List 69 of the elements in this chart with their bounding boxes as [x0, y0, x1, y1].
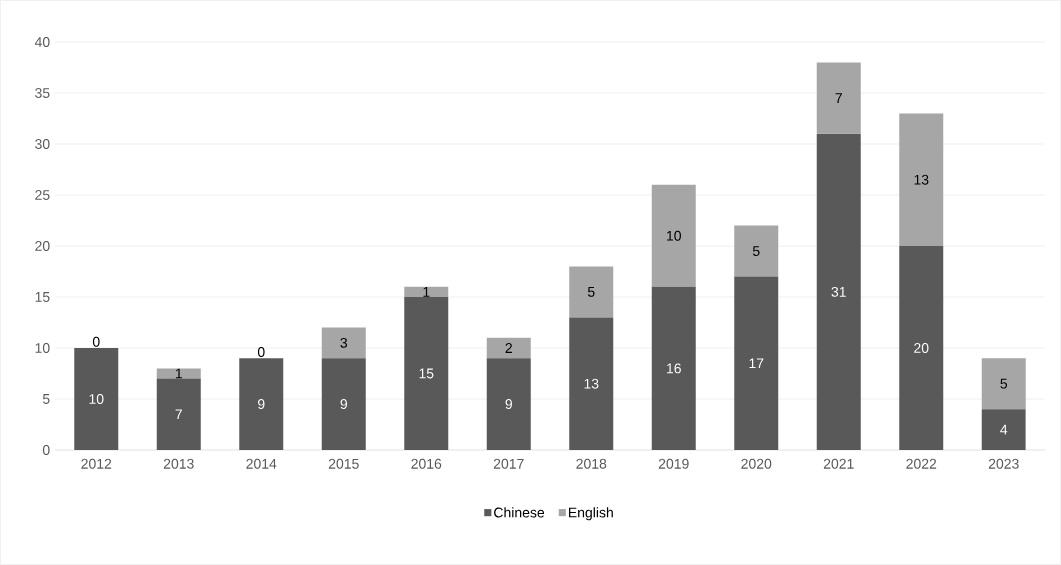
bar — [404, 286, 449, 297]
data-label: 13 — [914, 174, 929, 185]
data-label: 9 — [505, 399, 512, 410]
x-tick-label: 2013 — [163, 458, 194, 469]
bar — [156, 368, 201, 379]
y-tick-label: 20 — [35, 241, 50, 251]
bar — [981, 409, 1026, 450]
data-label: 1 — [423, 287, 430, 297]
bar — [734, 276, 779, 450]
data-label: 7 — [835, 93, 842, 103]
bar — [816, 62, 861, 134]
x-tick-label: 2017 — [493, 458, 524, 469]
bar — [486, 337, 531, 359]
x-tick-label: 2019 — [658, 458, 689, 469]
data-label: 9 — [340, 399, 347, 410]
data-label: 0 — [92, 336, 100, 347]
y-tick-label: 30 — [35, 139, 50, 149]
bar — [74, 347, 119, 450]
data-label: 20 — [914, 343, 929, 353]
bar — [404, 296, 449, 450]
x-tick-label: 2014 — [246, 458, 277, 469]
y-tick-label: 5 — [42, 394, 50, 404]
y-tick-label: 35 — [35, 88, 50, 98]
bar — [899, 113, 944, 246]
bar — [239, 358, 284, 450]
data-label: 0 — [257, 347, 265, 357]
data-label: 3 — [340, 337, 348, 348]
data-label: 5 — [587, 287, 595, 297]
bar — [569, 266, 614, 318]
y-tick-label: 15 — [35, 292, 50, 302]
data-label: 1 — [175, 368, 182, 379]
data-label: 15 — [419, 368, 434, 379]
x-tick-label: 2018 — [576, 458, 607, 469]
x-tick-label: 2012 — [81, 458, 112, 469]
bar — [734, 225, 779, 277]
data-label: 2 — [505, 343, 512, 353]
data-label: 5 — [752, 246, 760, 256]
x-tick-label: 2021 — [823, 458, 854, 469]
legend-label: English — [568, 507, 613, 521]
data-label: 9 — [258, 399, 265, 410]
x-tick-label: 2015 — [328, 458, 359, 469]
y-tick-label: 0 — [42, 445, 50, 455]
data-label: 10 — [89, 394, 104, 404]
bar — [651, 286, 696, 450]
bar — [899, 245, 944, 450]
bar — [651, 184, 696, 287]
bar — [981, 358, 1026, 410]
legend-label: Chinese — [494, 507, 545, 518]
bar — [156, 378, 201, 450]
bar — [321, 358, 366, 450]
y-tick-label: 40 — [34, 37, 50, 47]
y-tick-label: 10 — [35, 343, 50, 353]
bar — [321, 327, 366, 359]
bar — [569, 317, 614, 450]
data-label: 16 — [667, 363, 681, 374]
data-label: 10 — [667, 230, 681, 241]
data-label: 7 — [175, 409, 182, 420]
data-label: 5 — [1000, 378, 1008, 389]
data-label: 17 — [749, 358, 764, 369]
x-tick-label: 2023 — [988, 458, 1019, 469]
bar — [816, 133, 861, 450]
x-tick-label: 2020 — [741, 458, 772, 469]
bar — [486, 358, 531, 450]
x-tick-label: 2022 — [906, 458, 937, 469]
y-tick-label: 25 — [35, 190, 50, 200]
data-label: 13 — [584, 378, 599, 389]
data-label: 31 — [831, 286, 846, 297]
data-label: 4 — [1000, 424, 1008, 435]
x-tick-label: 2016 — [411, 458, 442, 469]
